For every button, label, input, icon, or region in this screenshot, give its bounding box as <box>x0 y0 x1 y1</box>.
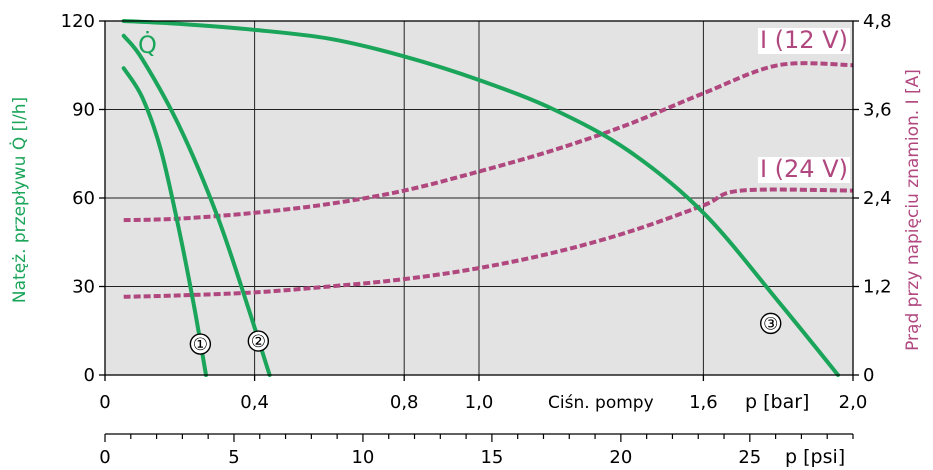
current-curve-3 <box>123 61 854 223</box>
y-left-tick-label: 120 <box>61 11 95 32</box>
flow-curve-1 <box>121 33 272 377</box>
x-tick-label: 1,6 <box>689 392 718 413</box>
curve-number-label: ② <box>251 332 266 352</box>
psi-tick-label: 5 <box>228 447 239 468</box>
y-left-tick-label: 30 <box>72 277 95 298</box>
series-label-backing <box>757 157 850 183</box>
y-right-tick-label: 1,2 <box>863 277 892 298</box>
y-left-tick-label: 0 <box>84 365 95 386</box>
y-right-tick-label: 2,4 <box>863 188 892 209</box>
current-curve-4 <box>123 187 854 299</box>
series-label-i12: I (12 V) <box>760 26 848 54</box>
x-tick-label: 0,4 <box>240 392 269 413</box>
psi-tick-label: 10 <box>351 447 374 468</box>
curve-number-badge <box>760 312 782 335</box>
x-tick-label: 1,0 <box>465 392 494 413</box>
curve-number-badge <box>189 333 212 355</box>
flow-symbol-label: Q̇ <box>138 31 157 59</box>
y-left-axis-title: Natęż. przepływu Q̇ [l/h] <box>9 97 30 303</box>
series-label-i24: I (24 V) <box>760 155 848 183</box>
y-left-tick-label: 60 <box>72 188 95 209</box>
psi-tick-label: 15 <box>480 447 503 468</box>
y-right-tick-label: 3,6 <box>863 100 892 121</box>
psi-tick-label: 0 <box>99 447 110 468</box>
curve-number-label: ① <box>193 335 208 355</box>
series-label-backing <box>757 28 850 54</box>
y-left-tick-label: 90 <box>72 100 95 121</box>
psi-tick-label: 25 <box>738 447 761 468</box>
psi-axis-unit: p [psi] <box>785 446 845 468</box>
curve-number-badge <box>247 330 270 352</box>
x-tick-label: 0 <box>99 392 110 413</box>
x-axis-title: Ciśn. pompy <box>548 393 654 413</box>
flow-curve-2 <box>121 19 840 377</box>
curve-number-label: ③ <box>763 314 778 334</box>
y-right-axis-title: Prąd przy napięciu znamion. I [A] <box>903 69 923 351</box>
psi-tick-label: 20 <box>609 447 632 468</box>
y-right-tick-label: 0 <box>863 365 874 386</box>
x-axis-unit: p [bar] <box>745 391 809 413</box>
y-right-tick-label: 4,8 <box>863 11 892 32</box>
flow-curve-0 <box>121 66 208 377</box>
x-tick-label: 2,0 <box>839 392 868 413</box>
x-tick-label: 0,8 <box>390 392 419 413</box>
